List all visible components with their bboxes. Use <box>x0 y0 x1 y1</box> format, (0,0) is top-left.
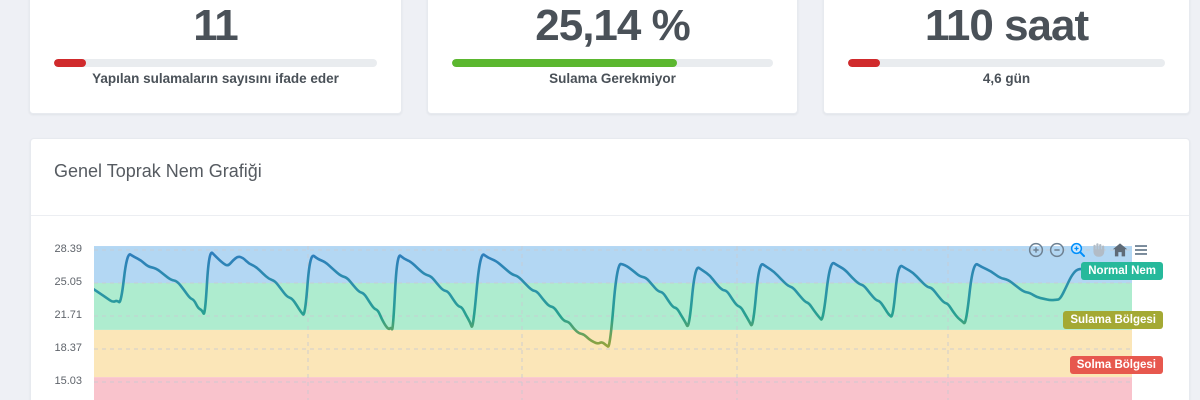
y-axis-label: 25.05 <box>54 275 82 288</box>
zoom-out-icon[interactable] <box>1048 241 1066 259</box>
stat-label: Yapılan sulamaların sayısını ifade eder <box>92 71 339 86</box>
card-header-divider <box>31 215 1189 216</box>
stat-value: 25,14 % <box>535 1 690 50</box>
pan-hand-icon[interactable] <box>1090 241 1108 259</box>
stat-card-moisture-percent: 25,14 % Sulama Gerekmiyor <box>427 0 798 114</box>
progress-track <box>54 59 377 67</box>
stat-label: Sulama Gerekmiyor <box>549 71 676 86</box>
chart-toolbar <box>1027 241 1150 259</box>
stat-card-irrigation-count: 11 Yapılan sulamaların sayısını ifade ed… <box>29 0 402 114</box>
stat-card-hours: 110 saat 4,6 gün <box>823 0 1190 114</box>
soil-moisture-chart-card: Genel Toprak Nem Grafiği <box>30 138 1190 400</box>
stat-value: 110 saat <box>924 1 1089 50</box>
progress-track <box>452 59 773 67</box>
zoom-in-icon[interactable] <box>1027 241 1045 259</box>
stat-value: 11 <box>193 1 239 50</box>
menu-icon[interactable] <box>1132 241 1150 259</box>
y-axis-label: 21.71 <box>54 308 82 321</box>
zone-badge-normal-nem: Normal Nem <box>1081 262 1163 281</box>
selection-zoom-icon[interactable] <box>1069 241 1087 259</box>
y-axis-label: 28.39 <box>54 243 82 255</box>
chart-title: Genel Toprak Nem Grafiği <box>54 161 262 181</box>
progress-fill <box>54 59 87 67</box>
zone-badge-solma-b-lgesi: Solma Bölgesi <box>1069 356 1163 375</box>
stat-label: 4,6 gün <box>982 71 1031 86</box>
zone-badge-sulama-b-lgesi: Sulama Bölgesi <box>1063 311 1163 330</box>
progress-fill <box>452 59 677 67</box>
home-reset-icon[interactable] <box>1111 241 1129 259</box>
progress-fill <box>848 59 880 67</box>
y-axis-label: 18.37 <box>54 341 82 354</box>
y-axis-label: 15.03 <box>54 374 82 387</box>
progress-track <box>848 59 1165 67</box>
